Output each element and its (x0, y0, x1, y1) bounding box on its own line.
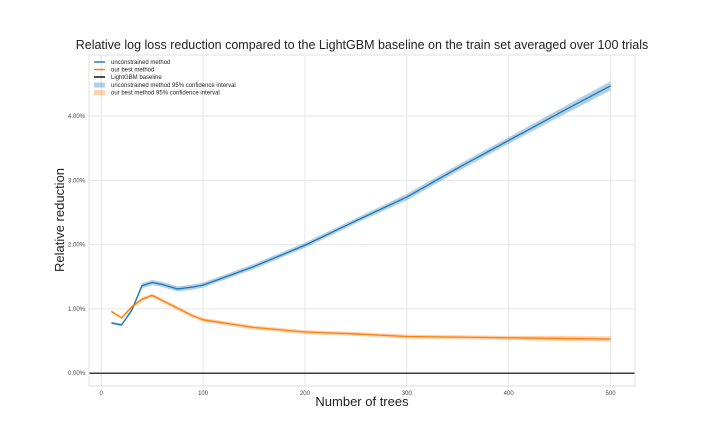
x-axis-label: Number of trees (315, 394, 409, 409)
legend-label-best: our best method (111, 68, 154, 74)
y-tick-label: 0.00% (68, 371, 86, 377)
x-tick-label: 200 (300, 391, 311, 397)
plot-frame (88, 54, 636, 387)
y-tick-label: 4.00% (68, 114, 86, 120)
tick-labels: 0 100 200 300 400 500 0.00% 1.00% 2.00% 3.00% 4.00… (68, 114, 616, 397)
legend-label-best-ci: our best method 95% confidence interval (111, 91, 220, 97)
series-0-ci-band (111, 81, 611, 327)
x-tick-label: 100 (198, 391, 209, 397)
series-1-line (111, 294, 611, 340)
x-tick-label: 400 (504, 391, 515, 397)
x-tick-label: 0 (100, 391, 104, 397)
series-0-line (111, 85, 611, 326)
legend-label-unconstrained: unconstrained method (111, 60, 170, 66)
y-tick-label: 3.00% (68, 178, 86, 184)
chart-title: Relative log loss reduction compared to … (76, 38, 649, 52)
x-tick-label: 500 (606, 391, 617, 397)
legend: unconstrained method our best method Lig… (94, 60, 236, 97)
y-tick-label: 1.00% (68, 307, 86, 313)
series-1-ci-band (111, 293, 611, 342)
confidence-bands (111, 81, 611, 342)
y-axis-label: Relative reduction (52, 168, 67, 272)
legend-label-baseline: LightGBM baseline (111, 75, 162, 81)
x-tick-label: 300 (402, 391, 413, 397)
legend-swatch-unconstrained-ci (94, 82, 105, 88)
series-lines (89, 85, 635, 374)
y-tick-label: 2.00% (68, 243, 86, 249)
legend-label-unconstrained-ci: unconstrained method 95% confidence inte… (111, 83, 236, 89)
legend-swatch-best-ci (94, 90, 105, 95)
